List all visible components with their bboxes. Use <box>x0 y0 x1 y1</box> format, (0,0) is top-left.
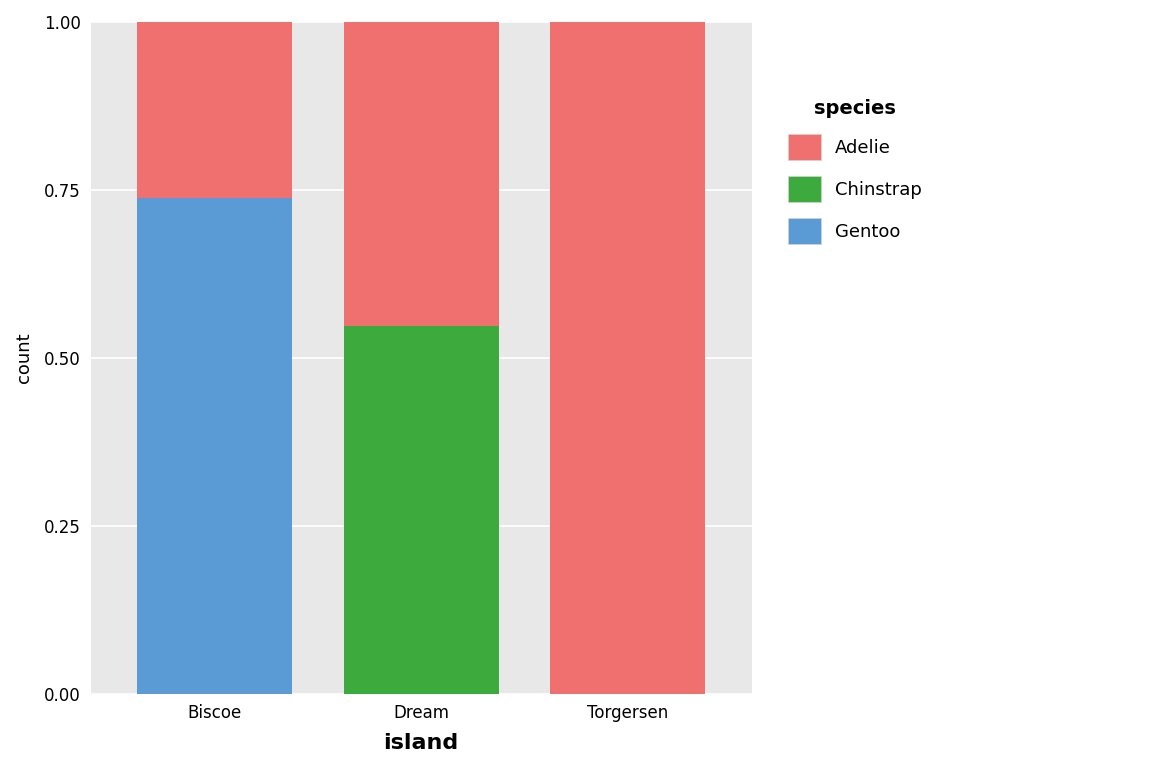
Bar <box>137 22 293 198</box>
X-axis label: island: island <box>384 733 458 753</box>
Bar <box>551 22 705 694</box>
Bar <box>343 22 499 326</box>
Bar <box>137 198 293 694</box>
Bar <box>343 326 499 694</box>
Legend: Adelie, Chinstrap, Gentoo: Adelie, Chinstrap, Gentoo <box>774 84 937 258</box>
Y-axis label: count: count <box>15 333 33 383</box>
